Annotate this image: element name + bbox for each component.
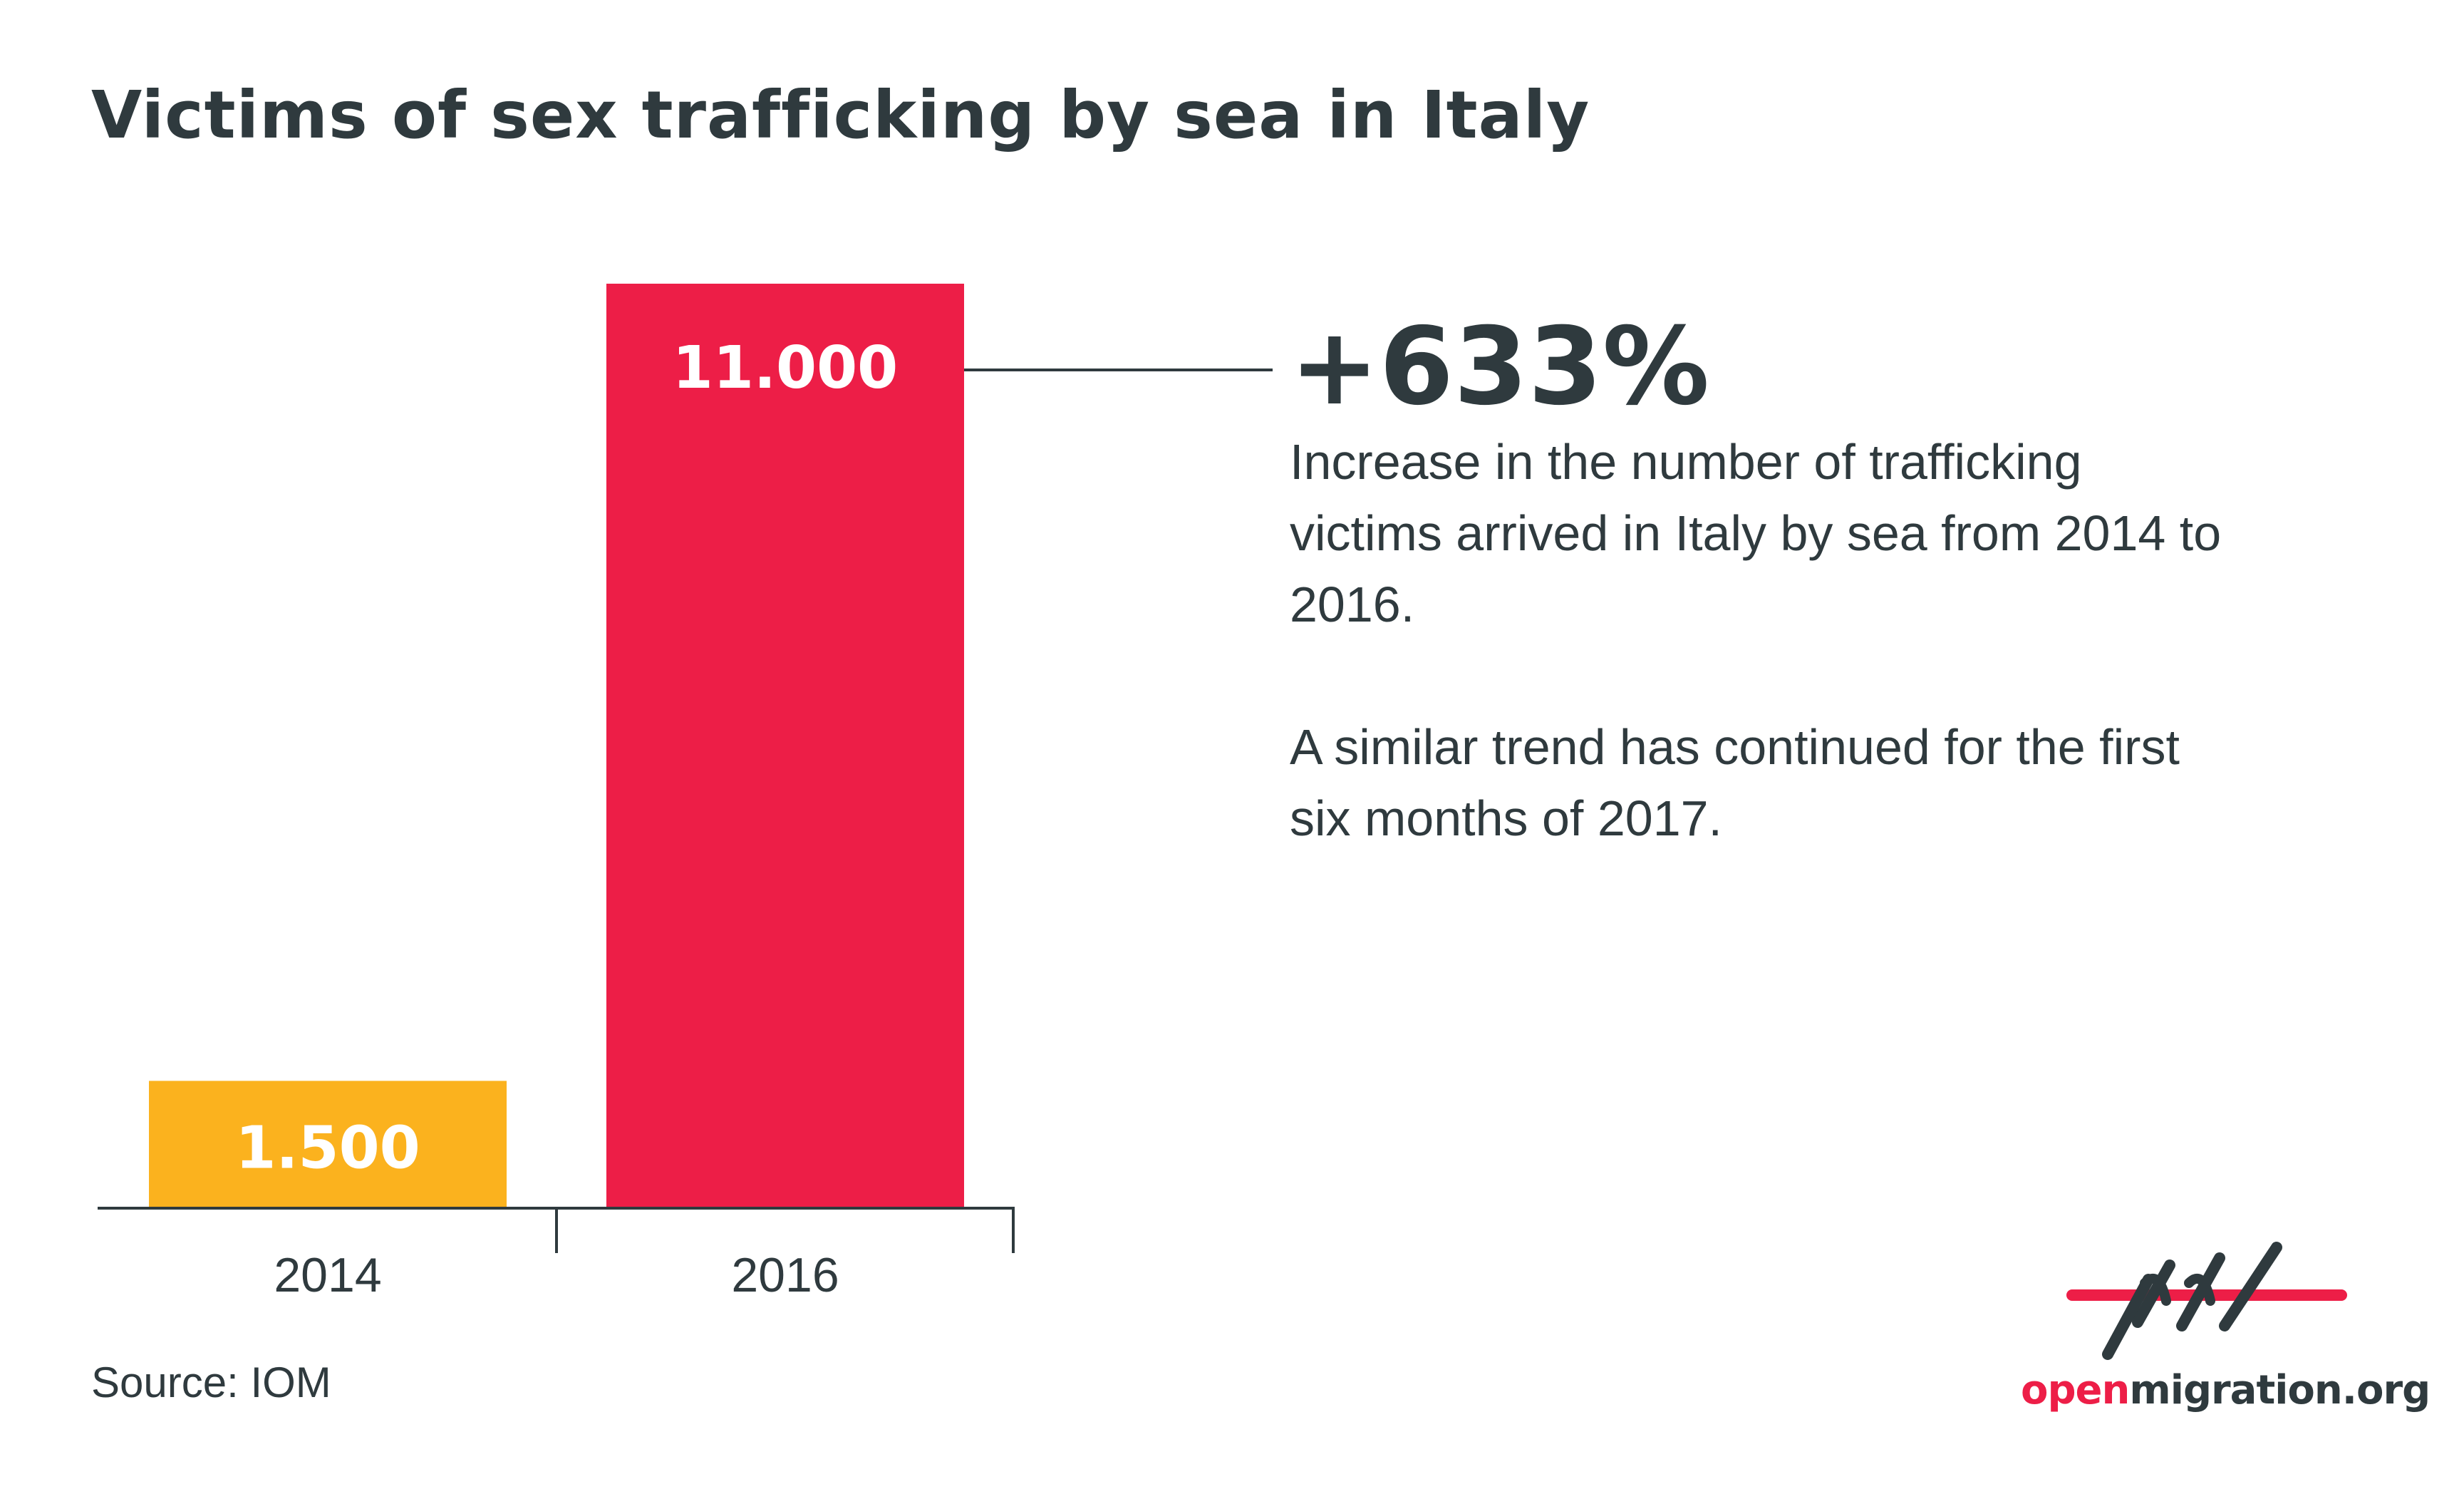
data-label-2014: 1.500 [235, 1114, 420, 1182]
bar-2016 [606, 284, 964, 1207]
openmigration-logo-icon [2066, 1242, 2347, 1360]
trend-note: A similar trend has continued for the fi… [1290, 719, 2180, 846]
brand-name-rest: migration.org [2129, 1367, 2431, 1413]
x-tick-label-2016: 2016 [731, 1248, 839, 1302]
source-credit: Source: IOM [91, 1359, 331, 1406]
increase-percentage: +633% [1290, 305, 1710, 429]
bar-2014 [149, 1081, 507, 1207]
increase-description: Increase in the number of trafficking vi… [1290, 434, 2222, 632]
bars-group: 1.500 11.000 [149, 284, 964, 1207]
chart-title: Victims of sex trafficking by sea in Ita… [91, 77, 1590, 153]
x-tick-labels: 2014 2016 [274, 1248, 839, 1302]
x-tick-label-2014: 2014 [274, 1248, 381, 1302]
brand-wordmark: openmigration.org [2021, 1367, 2431, 1413]
data-label-2016: 11.000 [673, 334, 898, 402]
brand-name-highlight: open [2021, 1367, 2130, 1413]
